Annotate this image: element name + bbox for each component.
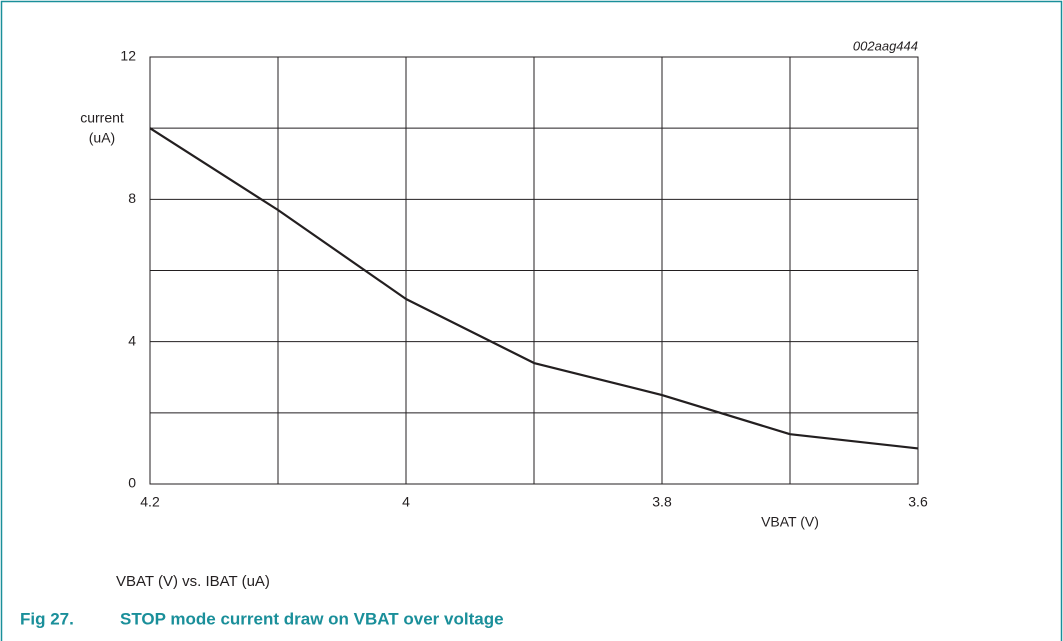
- y-tick-label: 12: [120, 48, 136, 64]
- data-line: [149, 127, 919, 450]
- y-axis-label: current: [80, 110, 124, 126]
- y-tick-label: 0: [128, 475, 136, 491]
- figure-label: Fig 27.: [20, 609, 74, 628]
- x-axis-label: VBAT (V): [761, 514, 819, 530]
- x-tick-label: 3.8: [652, 494, 672, 510]
- x-tick-label: 3.6: [908, 494, 928, 510]
- x-tick-label: 4.2: [140, 494, 160, 510]
- y-tick-label: 4: [128, 332, 136, 348]
- x-tick-label: 4: [402, 494, 410, 510]
- y-axis-label: (uA): [89, 130, 115, 146]
- subtitle: VBAT (V) vs. IBAT (uA): [116, 573, 270, 590]
- caption: STOP mode current draw on VBAT over volt…: [120, 609, 504, 628]
- y-tick-label: 8: [128, 190, 136, 206]
- figure-code: 002aag444: [853, 38, 918, 53]
